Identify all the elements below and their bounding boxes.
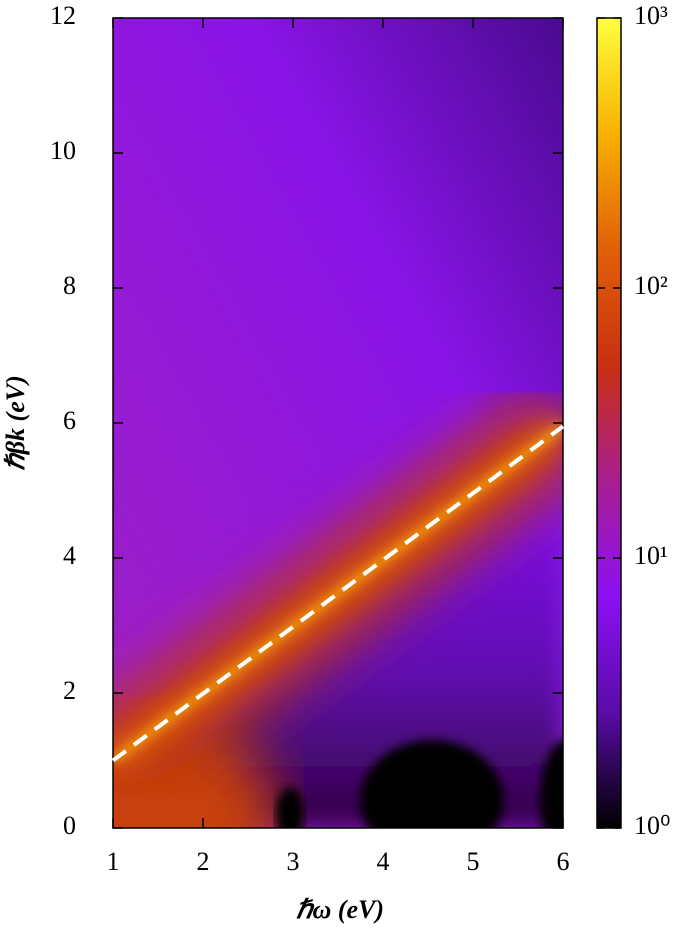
x-tick-label: 2 [197,847,210,876]
x-axis-title: ℏω (eV) [296,895,384,924]
colorbar [596,17,622,829]
x-tick-label: 6 [557,847,570,876]
heatmap [113,18,563,828]
colorbar-tick-label: 10¹ [634,541,668,570]
colorbar-tick-label: 10³ [634,1,668,30]
y-axis-title: ℏβk (eV) [1,375,30,471]
x-tick-label: 1 [107,847,120,876]
y-tick-label: 2 [63,676,76,705]
x-tick-label: 5 [467,847,480,876]
y-tick-label: 12 [50,1,76,30]
line-series [111,424,565,763]
y-tick-label: 0 [63,811,76,840]
y-tick-label: 6 [63,406,76,435]
x-tick-label: 4 [377,847,390,876]
colorbar-tick-label: 10² [634,271,668,300]
y-tick-label: 4 [63,541,76,570]
x-tick-label: 3 [287,847,300,876]
y-tick-label: 10 [50,136,76,165]
colorbar-tick-label: 10⁰ [634,811,670,840]
y-tick-label: 8 [63,271,76,300]
